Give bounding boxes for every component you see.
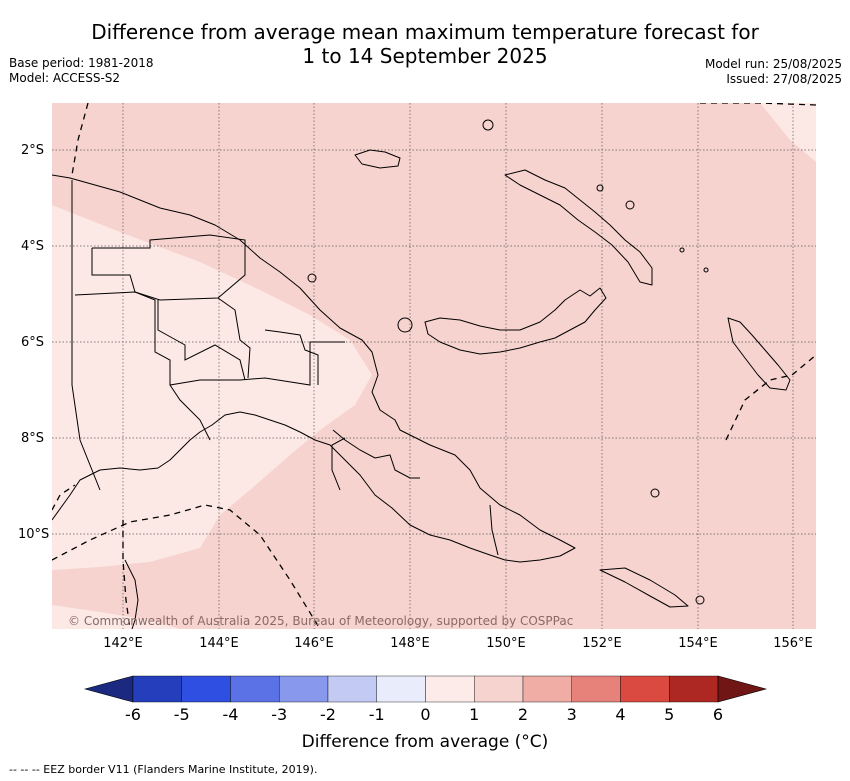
colorbar-tick-label: 6 — [712, 705, 724, 724]
lon-label: 148°E — [390, 636, 430, 651]
colorbar-cell — [279, 675, 329, 703]
colorbar-tick-label: 4 — [615, 705, 626, 724]
eez-borders — [52, 103, 816, 629]
lat-label: 10°S — [18, 527, 50, 542]
zone-0-to-1-ne — [760, 103, 816, 162]
new-ireland-coast — [504, 169, 653, 286]
meta-right: Model run: 25/08/2025 Issued: 27/08/2025 — [705, 57, 842, 87]
colorbar-cell — [474, 675, 524, 703]
colorbar-cell — [327, 675, 377, 703]
coastlines — [52, 119, 791, 629]
colorbar-tick-label: 0 — [420, 705, 431, 724]
lat-label: 6°S — [20, 335, 44, 350]
meta-left: Base period: 1981-2018 Model: ACCESS-S2 — [9, 56, 154, 86]
province-borders — [71, 180, 499, 556]
colorbar-cell — [181, 675, 231, 703]
colorbar-cell — [425, 675, 475, 703]
chart-title-line1: Difference from average mean maximum tem… — [91, 20, 759, 44]
colorbar-end-low — [83, 675, 134, 703]
lon-label: 146°E — [294, 636, 334, 651]
colorbar-cell — [230, 675, 280, 703]
colorbar-tick-label: -1 — [368, 705, 385, 724]
lon-label: 154°E — [678, 636, 718, 651]
lon-label: 150°E — [486, 636, 526, 651]
colorbar-cell — [376, 675, 426, 703]
lon-label: 156°E — [773, 636, 813, 651]
lat-label: 8°S — [20, 431, 44, 446]
issued-date: Issued: 27/08/2025 — [726, 72, 842, 86]
gridlines — [52, 103, 816, 629]
colorbar-cell — [669, 675, 719, 703]
cape-york-coast — [124, 559, 139, 629]
colorbar-label: Difference from average (°C) — [301, 732, 549, 752]
colorbar-cell — [522, 675, 572, 703]
lat-label: 4°S — [20, 239, 44, 254]
zone-0-to-1-west — [52, 205, 372, 570]
new-guinea-coast — [52, 174, 576, 563]
bougainville-coast — [727, 317, 791, 391]
colorbar-tick-label: -6 — [125, 705, 141, 724]
colorbar-cell — [132, 675, 182, 703]
zone-0-to-1-sw — [52, 605, 180, 629]
base-period: Base period: 1981-2018 — [9, 56, 154, 70]
manus-coast — [354, 149, 401, 169]
colorbar-tick-label: 2 — [517, 705, 529, 724]
colorbar-tick-label: 3 — [566, 705, 577, 724]
lon-label: 152°E — [582, 636, 622, 651]
colorbar-tick-label: -5 — [173, 705, 190, 724]
colorbar-cell — [620, 675, 670, 703]
lat-label: 2°S — [20, 143, 44, 158]
model-name: Model: ACCESS-S2 — [9, 71, 121, 85]
colorbar — [83, 675, 768, 703]
colorbar-tick-label: -2 — [320, 705, 336, 724]
copyright-notice: © Commonwealth of Australia 2025, Bureau… — [68, 614, 574, 628]
eez-footnote: -- -- -- EEZ border V11 (Flanders Marine… — [9, 763, 318, 776]
colorbar-tick-label: -3 — [271, 705, 288, 724]
colorbar-cell — [571, 675, 621, 703]
new-britain-coast — [424, 287, 607, 355]
colorbar-tick-label: 1 — [469, 705, 480, 724]
chart-title-line2: 1 to 14 September 2025 — [302, 44, 548, 68]
lon-label: 144°E — [199, 636, 239, 651]
lon-label: 142°E — [103, 636, 143, 651]
model-run: Model run: 25/08/2025 — [704, 57, 842, 71]
colorbar-tick-label: 5 — [664, 705, 675, 724]
colorbar-tick-label: -4 — [222, 705, 239, 724]
colorbar-end-high — [717, 675, 768, 703]
